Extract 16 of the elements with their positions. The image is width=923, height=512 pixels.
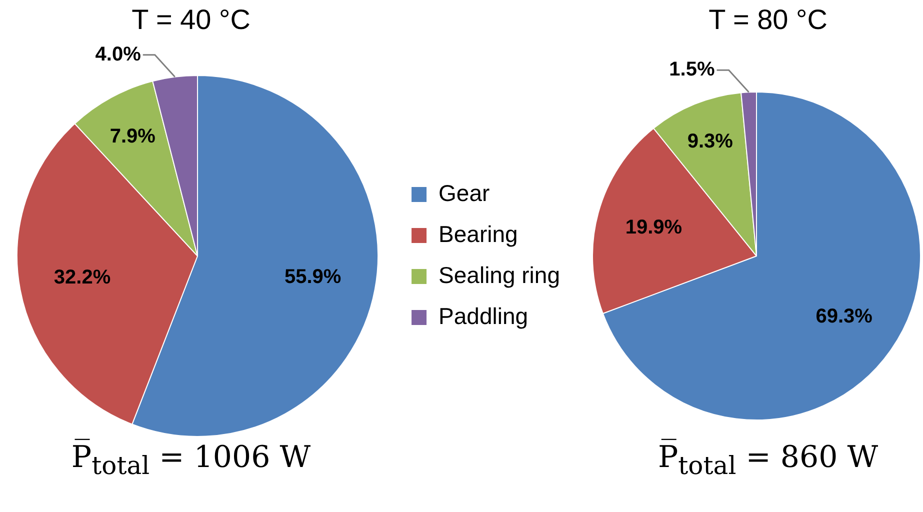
data-label: 1.5% <box>669 58 715 81</box>
text: P̅$_{total}$ = 860 W <box>656 440 880 480</box>
data-label: 55.9% <box>284 266 342 288</box>
data-label: 19.9% <box>625 216 682 238</box>
legend-label: Sealing ring <box>438 262 560 288</box>
chart-title: T = 40 °C <box>130 4 252 36</box>
data-label: 69.3% <box>816 305 873 328</box>
legend-label: Gear <box>438 180 490 206</box>
chart-title: T = 80 °C <box>708 4 828 36</box>
data-label: 9.3% <box>687 130 734 153</box>
legend-label: Paddling <box>438 302 528 329</box>
legend-label: Bearing <box>438 220 518 247</box>
data-label: 7.9% <box>110 126 156 148</box>
text: P̅$_{total}$ = 1006 W <box>70 440 312 480</box>
data-label: 4.0% <box>95 43 142 66</box>
data-label: 32.2% <box>54 266 111 288</box>
